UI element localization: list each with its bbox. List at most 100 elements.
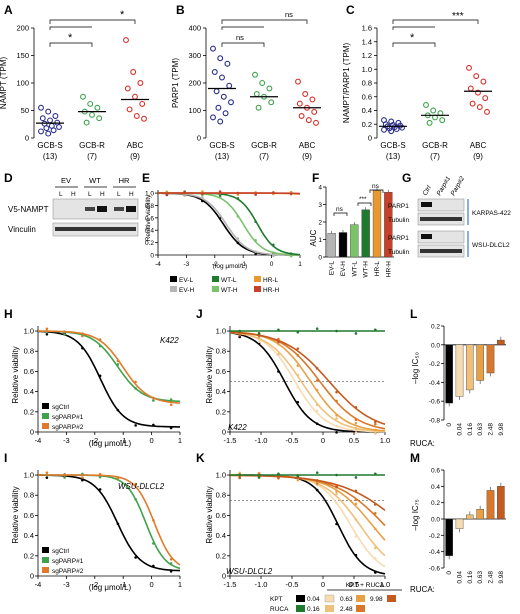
data-point	[309, 96, 316, 103]
series-line	[158, 192, 301, 256]
y-tick-label: 0.6	[431, 468, 440, 475]
data-point	[423, 102, 429, 108]
data-point	[238, 334, 241, 337]
bar-panel-l: -0.8 -0.6 -0.4 -0.2 0.0 0.2 0 0.04 0.16 0.63 2.48 9…	[429, 324, 506, 436]
data-point	[45, 332, 49, 336]
y-tick-label: 1.2	[362, 51, 372, 60]
bar	[361, 209, 370, 258]
data-point	[296, 478, 300, 482]
data-point	[296, 100, 303, 107]
y-tick-label: 0.2	[145, 240, 154, 247]
sig-bracket-c-lower	[392, 42, 436, 47]
cell-line-label: WSU-DLCL2	[472, 242, 510, 249]
y-tick-label: 1.0	[145, 191, 154, 198]
bar	[466, 344, 474, 391]
series-line	[37, 330, 180, 428]
x-tick-label: 0.04	[457, 423, 464, 436]
y-tick-label: 0.0	[431, 517, 440, 524]
y-tick-label: 0.2	[216, 407, 226, 416]
group-n: (9)	[130, 152, 140, 161]
x-tick-label: -1	[120, 580, 127, 589]
data-point	[228, 99, 234, 106]
data-point	[98, 374, 102, 378]
x-tick-label: 0	[150, 580, 154, 589]
data-point	[169, 426, 173, 430]
data-point	[218, 214, 222, 218]
data-point	[354, 421, 358, 425]
dose-response-panel-h: 0 0.2 0.4 0.6 0.8 1.0 -4 -3 -2 -1 0 1	[24, 326, 182, 445]
y-tick-label: 0.8	[362, 79, 372, 88]
x-tick-label: EV-L	[329, 261, 336, 275]
x-tick-label: 0.63	[477, 423, 484, 436]
y-tick-label: 1.4	[362, 37, 372, 46]
x-tick-label: WT-L	[351, 261, 358, 277]
data-point	[469, 100, 476, 107]
data-point	[56, 124, 62, 130]
lane-label: Parp#2	[450, 175, 467, 197]
x-tick-label: 0	[321, 580, 325, 589]
data-point	[315, 471, 319, 474]
legend-i: sgCtrl sgPARP#1 sgPARP#2	[42, 547, 84, 575]
data-point	[467, 85, 474, 92]
series-line	[229, 331, 386, 430]
bar	[455, 518, 464, 530]
y-tick-label: 0	[150, 253, 154, 260]
y-axis-label: NAMPT/PARP1 (TPM)	[342, 43, 351, 124]
x-tick-label: -1.0	[255, 580, 268, 589]
legend-swatch	[254, 276, 261, 282]
legend-label: HR-H	[263, 287, 280, 294]
blot-row-label: V5-NAMPT	[8, 205, 49, 214]
series-line	[230, 474, 386, 541]
x-tick-label: 0.5	[349, 580, 359, 589]
lane-label: H	[129, 191, 134, 198]
x-tick-label: 1	[298, 261, 302, 268]
y-tick-label: 0.4	[431, 484, 440, 491]
data-point	[63, 330, 66, 333]
data-point	[183, 194, 186, 197]
h-cell-label: K422	[160, 336, 179, 345]
f-ylabel: AUC	[309, 229, 318, 246]
data-point	[272, 243, 275, 247]
x-tick-label: -2	[212, 261, 218, 268]
lane-label: L	[117, 191, 121, 198]
data-point	[210, 45, 216, 52]
data-point	[45, 327, 49, 331]
bar	[476, 344, 484, 381]
x-tick-label: 0.63	[477, 571, 484, 584]
data-point	[130, 69, 137, 75]
data-point	[399, 124, 405, 131]
y-tick-label: 200	[16, 24, 29, 33]
legend-swatch	[356, 605, 365, 612]
x-tick-label: 1.0	[380, 436, 390, 445]
data-point	[201, 190, 204, 193]
data-point	[252, 71, 258, 78]
x-tick-label: 2.48	[488, 571, 495, 584]
legend-e: EV-L WT-L HR-L EV-H WT-H HR-H	[170, 276, 280, 294]
data-point	[335, 399, 338, 403]
y-tick-label: -0.4	[429, 380, 441, 387]
y-tick-label: 0.8	[216, 491, 226, 500]
data-point	[277, 352, 280, 356]
data-point	[354, 431, 358, 435]
legend-value: 0.04	[307, 596, 320, 603]
y-tick-label: 1.0	[216, 327, 226, 336]
data-point	[236, 241, 240, 245]
x-tick-label: -1	[120, 436, 127, 445]
f-stars: ***	[359, 196, 367, 203]
data-point	[374, 428, 377, 432]
data-point	[374, 556, 377, 560]
data-point	[254, 220, 257, 223]
data-point	[45, 476, 49, 479]
bar	[350, 224, 359, 258]
data-point	[277, 328, 280, 332]
data-point	[81, 334, 84, 338]
y-tick-label: -0.4	[429, 549, 441, 556]
legend-h: sgCtrl sgPARP#1 sgPARP#2	[42, 403, 84, 431]
y-tick-label: 0	[25, 134, 29, 143]
y-tick-label: 0.6	[145, 215, 154, 222]
sig-bracket-b-lower	[221, 42, 265, 47]
data-point	[257, 340, 261, 344]
legend-row-label: KPT	[270, 596, 283, 603]
data-point	[236, 237, 240, 240]
data-point	[354, 553, 358, 557]
